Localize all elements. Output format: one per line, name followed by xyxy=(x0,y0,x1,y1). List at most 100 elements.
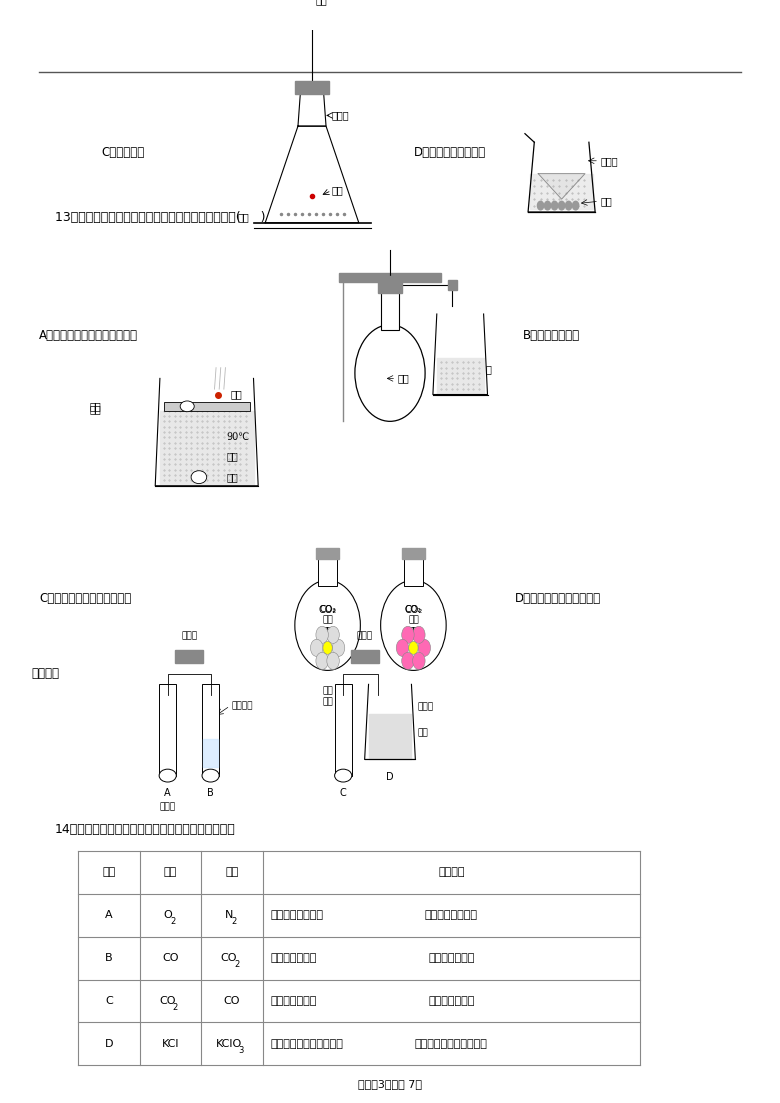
Text: 2: 2 xyxy=(172,1003,178,1011)
Text: 将混合气体点燃: 将混合气体点燃 xyxy=(428,996,474,1006)
Text: 红磷: 红磷 xyxy=(332,185,343,195)
Text: CO: CO xyxy=(162,953,179,963)
Text: 热水: 热水 xyxy=(418,729,428,738)
Circle shape xyxy=(573,201,579,210)
Circle shape xyxy=(327,652,339,670)
Bar xyxy=(378,277,402,292)
Text: 物质: 物质 xyxy=(164,867,177,877)
Text: CO₂: CO₂ xyxy=(318,604,337,614)
Circle shape xyxy=(413,627,425,643)
Bar xyxy=(164,401,250,410)
Circle shape xyxy=(537,201,544,210)
Bar xyxy=(316,548,339,559)
Circle shape xyxy=(327,627,339,643)
Ellipse shape xyxy=(202,769,219,782)
Text: 铜片: 铜片 xyxy=(90,404,101,414)
Text: 试卷第3页，总 7页: 试卷第3页，总 7页 xyxy=(358,1079,422,1089)
Text: 锌粒: 锌粒 xyxy=(601,196,612,206)
Bar xyxy=(381,287,399,330)
Text: CO: CO xyxy=(221,953,237,963)
Text: 干花: 干花 xyxy=(321,625,334,635)
Bar xyxy=(339,274,441,281)
Text: CO: CO xyxy=(159,996,176,1006)
Text: 通过炽热的碳层: 通过炽热的碳层 xyxy=(428,953,474,963)
Text: 2: 2 xyxy=(170,917,176,927)
Ellipse shape xyxy=(275,0,310,26)
Bar xyxy=(351,650,379,663)
Circle shape xyxy=(332,640,345,656)
Circle shape xyxy=(409,642,418,654)
Text: D．稀硫酸与锌粒反应: D．稀硫酸与锌粒反应 xyxy=(413,147,485,160)
Text: CO₂
干花: CO₂ 干花 xyxy=(319,604,336,624)
Text: 红磷: 红磷 xyxy=(230,389,242,399)
Text: 选项: 选项 xyxy=(102,867,115,877)
Circle shape xyxy=(544,201,551,210)
Text: D．研究温度对分子运动速: D．研究温度对分子运动速 xyxy=(515,592,601,604)
Text: 浓氨水: 浓氨水 xyxy=(160,802,176,812)
Text: 90℃: 90℃ xyxy=(226,432,250,442)
Circle shape xyxy=(355,324,425,421)
Text: 将混合气体点燃: 将混合气体点燃 xyxy=(271,996,317,1006)
Text: A．研究空气中氧气的体积含量: A．研究空气中氧气的体积含量 xyxy=(39,329,138,342)
Circle shape xyxy=(295,580,360,671)
Bar xyxy=(295,81,329,94)
Text: 除杂方法: 除杂方法 xyxy=(438,867,465,877)
Text: 13．下列问题的研究中，没有利用对比实验方法的是(     ): 13．下列问题的研究中，没有利用对比实验方法的是( ) xyxy=(55,211,265,224)
Text: D: D xyxy=(386,772,394,782)
Text: 加入少量二氧化锰，加热: 加入少量二氧化锰，加热 xyxy=(415,1039,488,1049)
Bar xyxy=(159,684,176,775)
Text: D: D xyxy=(105,1039,113,1049)
Circle shape xyxy=(413,652,425,670)
Text: 浓氨水: 浓氨水 xyxy=(418,703,434,711)
Text: 率的影响: 率的影响 xyxy=(31,667,59,681)
Text: 通过灼热的铜丝网: 通过灼热的铜丝网 xyxy=(425,910,478,920)
Text: 稀硫酸: 稀硫酸 xyxy=(601,156,619,165)
Text: 2: 2 xyxy=(234,960,239,970)
Text: 弹簧夹: 弹簧夹 xyxy=(356,632,373,641)
Text: C．研究二氧化碳与水的反应: C．研究二氧化碳与水的反应 xyxy=(39,592,131,604)
Text: 气球: 气球 xyxy=(316,0,328,4)
Ellipse shape xyxy=(191,471,207,483)
Text: KCl: KCl xyxy=(161,1039,179,1049)
Text: 酚酞溶液: 酚酞溶液 xyxy=(231,702,253,710)
Text: 白磷: 白磷 xyxy=(226,472,238,482)
Bar xyxy=(404,556,423,586)
Circle shape xyxy=(566,201,572,210)
Circle shape xyxy=(323,642,332,654)
Circle shape xyxy=(381,580,446,671)
Text: CO₂: CO₂ xyxy=(404,604,423,614)
Text: 细沙: 细沙 xyxy=(238,213,250,223)
Text: CO₂
湿花: CO₂ 湿花 xyxy=(405,604,422,624)
Bar xyxy=(402,548,425,559)
Circle shape xyxy=(316,652,328,670)
Text: 通过炽热的碳层: 通过炽热的碳层 xyxy=(271,953,317,963)
Text: 2: 2 xyxy=(232,917,237,927)
Text: 红磷: 红磷 xyxy=(398,374,410,384)
Text: 湿花: 湿花 xyxy=(407,625,420,635)
Circle shape xyxy=(396,640,409,656)
Text: C: C xyxy=(340,789,346,799)
Text: 通过灼热的铜丝网: 通过灼热的铜丝网 xyxy=(271,910,324,920)
Circle shape xyxy=(551,201,558,210)
Polygon shape xyxy=(298,94,326,126)
Text: O: O xyxy=(163,910,172,920)
Circle shape xyxy=(558,201,565,210)
Text: KClO: KClO xyxy=(216,1039,242,1049)
Circle shape xyxy=(310,640,323,656)
Bar xyxy=(448,280,457,290)
Text: 3: 3 xyxy=(239,1046,244,1054)
Text: 玻璃管: 玻璃管 xyxy=(332,110,349,120)
Circle shape xyxy=(418,640,431,656)
Ellipse shape xyxy=(180,401,194,411)
Text: 14．除去下列物质中的少量杂质，所用方法正确的是: 14．除去下列物质中的少量杂质，所用方法正确的是 xyxy=(55,823,236,836)
Text: A: A xyxy=(105,910,112,920)
Text: 水: 水 xyxy=(486,364,492,374)
Text: C: C xyxy=(105,996,112,1006)
Bar xyxy=(335,684,352,775)
Bar xyxy=(175,650,203,663)
Text: B．研究燃烧条件: B．研究燃烧条件 xyxy=(523,329,580,342)
Circle shape xyxy=(402,627,414,643)
Text: B: B xyxy=(105,953,112,963)
Text: 白磷: 白磷 xyxy=(90,401,101,411)
Circle shape xyxy=(402,652,414,670)
